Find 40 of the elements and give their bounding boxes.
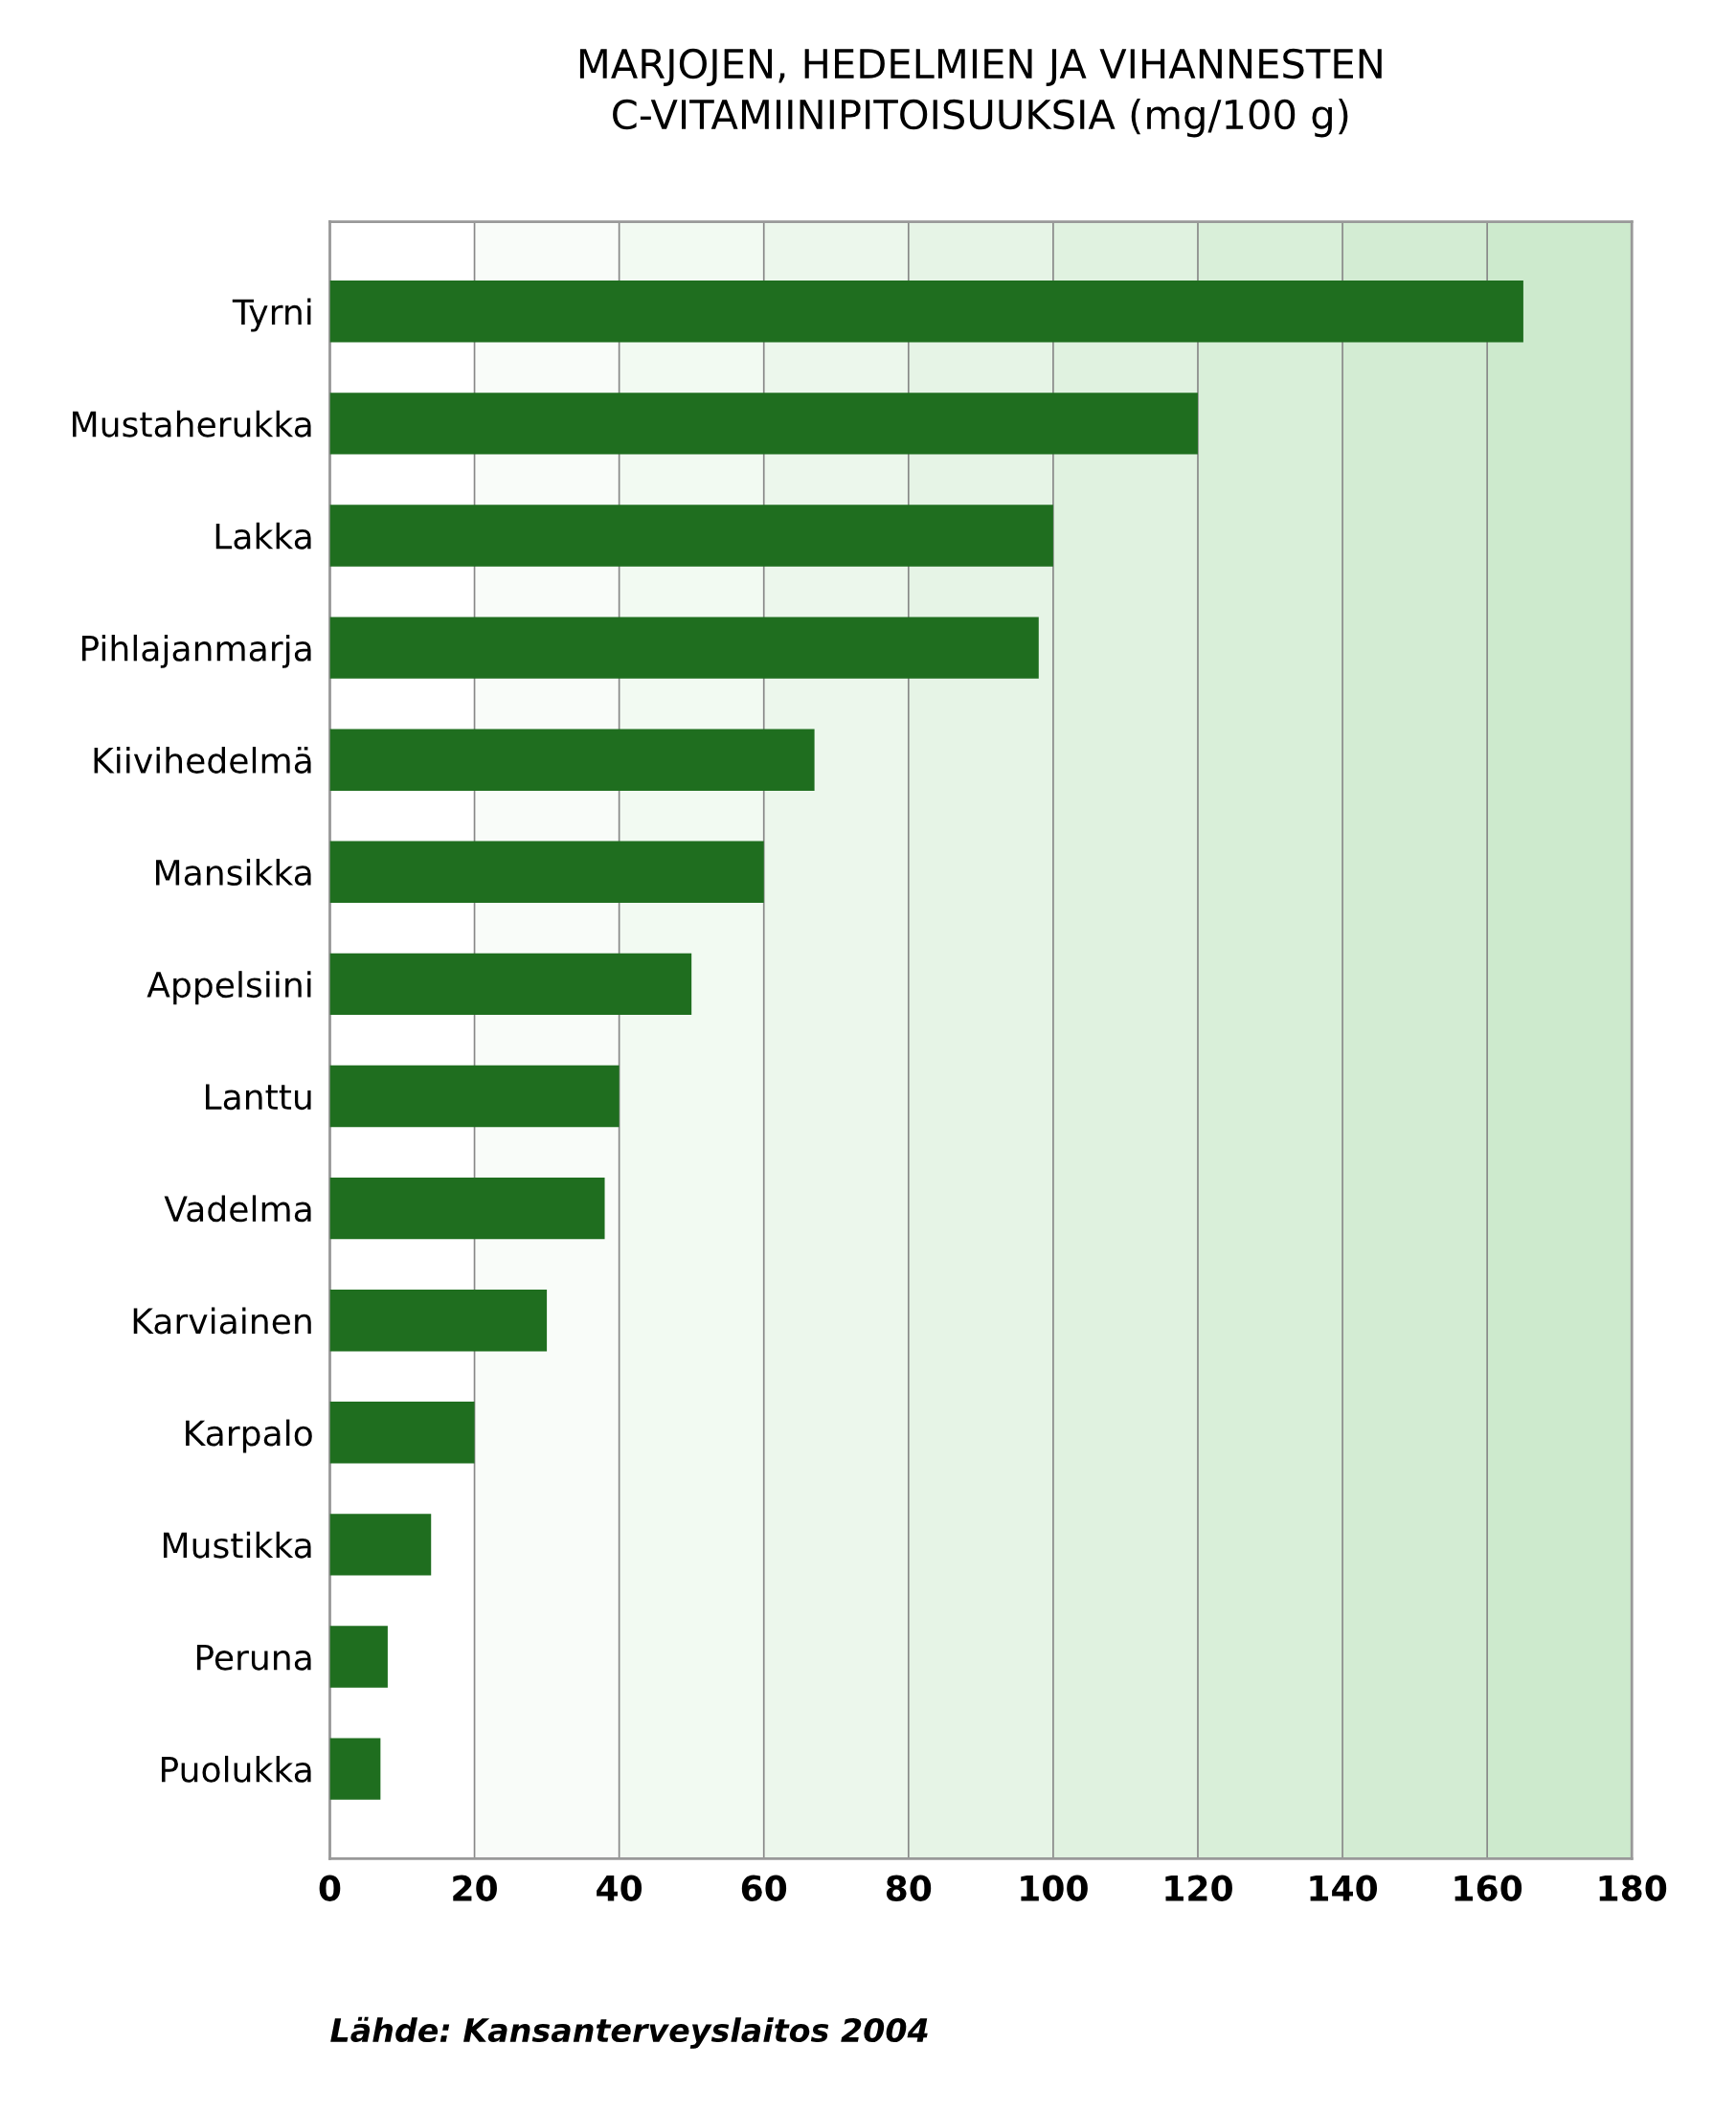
bar	[329, 1065, 620, 1128]
bar	[329, 393, 1198, 455]
x-tick-label: 180	[1599, 1875, 1667, 1901]
bar	[329, 1514, 432, 1576]
y-tick-label: Lakka	[215, 522, 311, 550]
x-tick-label: 40	[597, 1875, 643, 1901]
bar	[329, 1738, 381, 1800]
bar	[329, 1402, 475, 1464]
x-tick-label: 80	[886, 1875, 932, 1901]
y-tick-label: Karviainen	[133, 1307, 311, 1335]
y-tick-label: Lanttu	[206, 1084, 311, 1111]
y-tick-label: Mansikka	[156, 859, 311, 887]
x-tick-label: 60	[741, 1875, 787, 1901]
chart-title: MARJOJEN, HEDELMIEN JA VIHANNESTEN C-VITAMIINIPITOISUUKSIA (mg/100 g)	[579, 48, 1382, 138]
x-tick-label: 0	[319, 1875, 341, 1901]
bar	[329, 1626, 388, 1688]
y-tick-label: Karpalo	[186, 1419, 312, 1453]
y-tick-label: Vadelma	[164, 1195, 311, 1223]
bar	[329, 617, 1039, 679]
bar	[329, 281, 1523, 343]
text: Lähde: Kansanterveyslaitos 2004	[330, 2016, 928, 2049]
bar	[329, 953, 692, 1016]
y-tick-label: Pihlajanmarja	[81, 634, 311, 668]
y-tick-label: Mustaherukka	[73, 410, 311, 438]
x-tick-label: 100	[1021, 1875, 1088, 1901]
y-tick-label: Appelsiini	[147, 971, 311, 1005]
y-tick-label: Puolukka	[161, 1755, 311, 1783]
x-tick-label: 160	[1454, 1875, 1522, 1901]
bar	[329, 1177, 605, 1240]
x-tick-label: 120	[1165, 1875, 1232, 1901]
y-tick-label: Kiivihedelmä	[94, 746, 311, 774]
y-tick-label: Tyrni	[232, 298, 311, 332]
bar	[329, 1290, 548, 1352]
bar	[329, 841, 764, 904]
y-tick-label: Mustikka	[163, 1531, 311, 1559]
bar	[329, 729, 815, 791]
y-tick-label: Peruna	[196, 1644, 311, 1671]
x-tick-label: 140	[1310, 1875, 1378, 1901]
x-tick-label: 20	[453, 1875, 497, 1901]
bar	[329, 505, 1053, 567]
